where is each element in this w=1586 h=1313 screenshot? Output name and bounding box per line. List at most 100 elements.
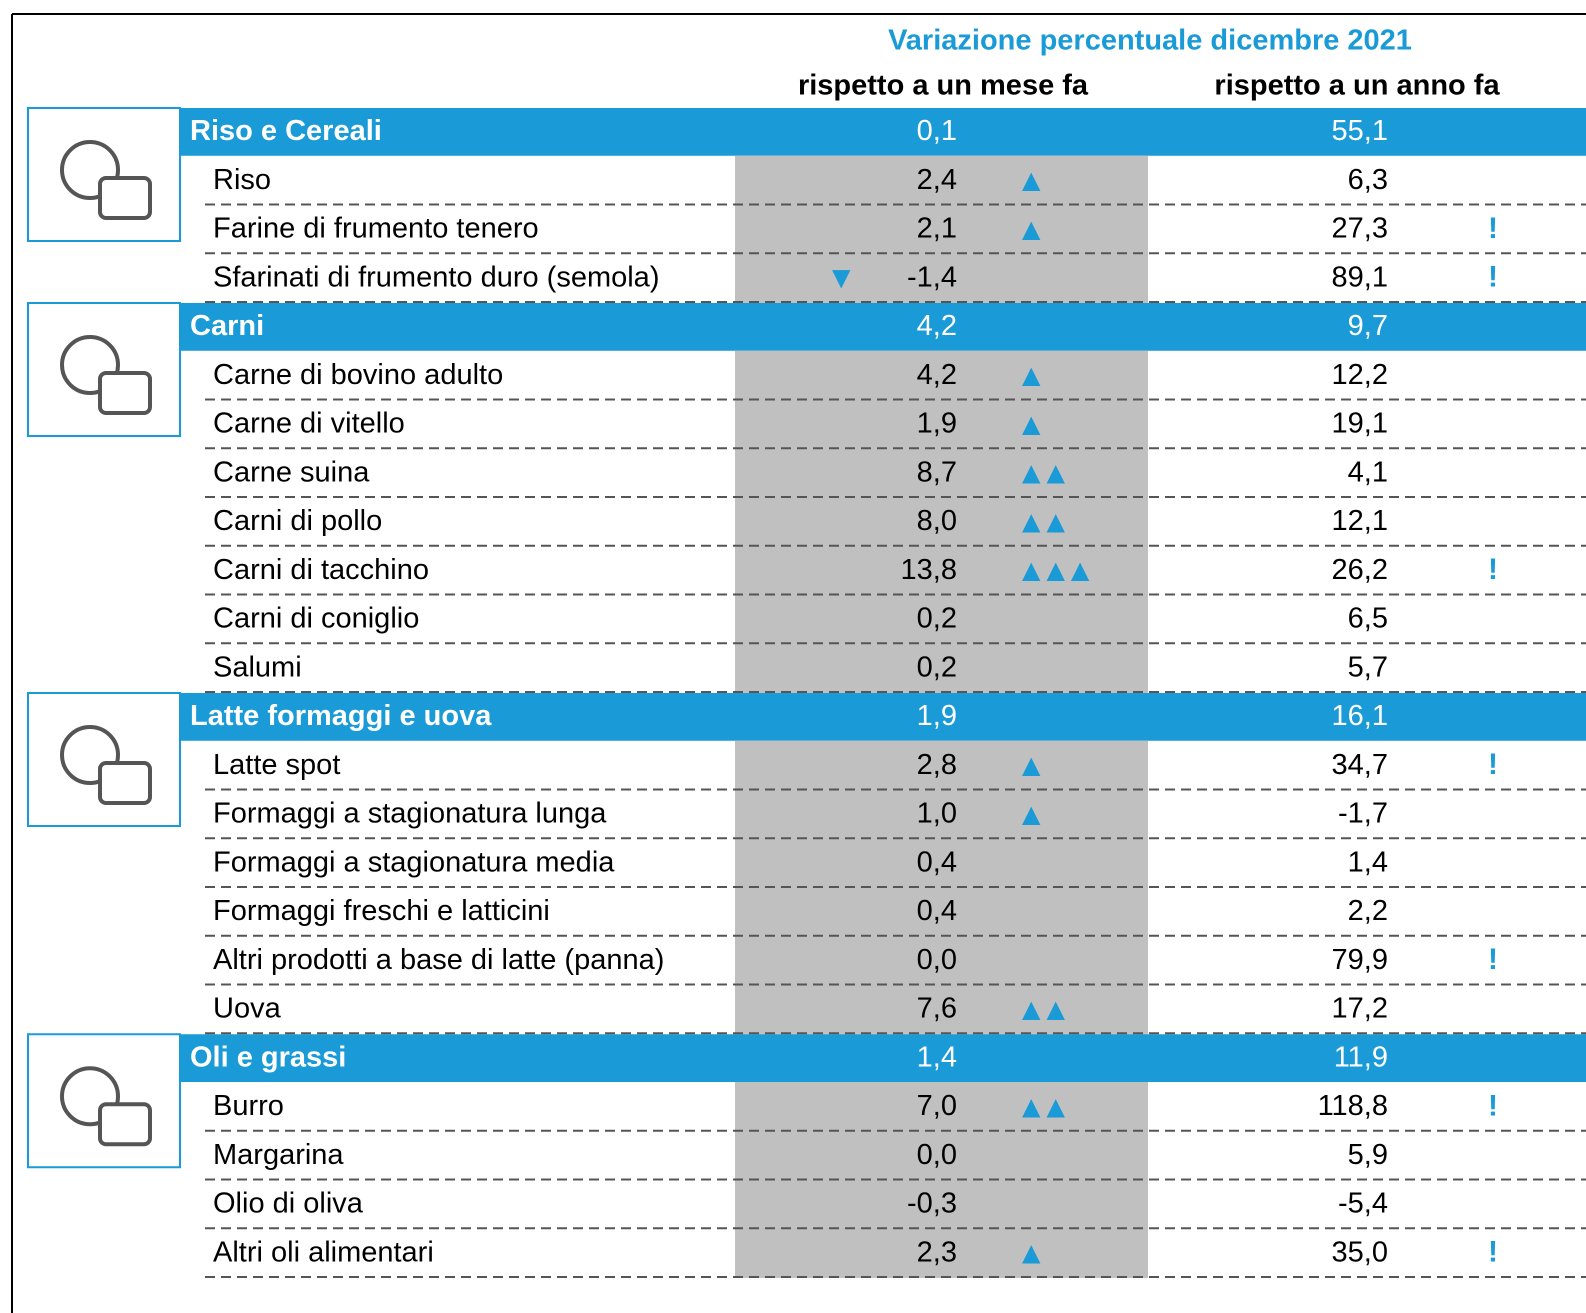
trend-up: ▲ (1022, 215, 1046, 243)
trend-up: ▲ (1022, 410, 1046, 438)
item-month: 0,2 (917, 651, 957, 683)
item-month: 7,6 (917, 993, 957, 1025)
group-year: 55,1 (1332, 115, 1388, 147)
item-name: Carne suina (213, 456, 370, 488)
item-name: Altri oli alimentari (213, 1236, 434, 1268)
group-month: 4,2 (917, 310, 957, 342)
icon-box (28, 108, 180, 241)
alert: ! (1488, 1089, 1498, 1122)
item-year: 6,5 (1348, 603, 1388, 635)
item-name: Formaggi freschi e latticini (213, 895, 550, 927)
icon-box (28, 693, 180, 826)
trend-up: ▲ (1022, 361, 1046, 389)
item-month: 7,0 (917, 1090, 957, 1122)
trend-up: ▲ (1022, 751, 1046, 779)
item-name: Sfarinati di frumento duro (semola) (213, 261, 659, 293)
item-month: 0,4 (917, 895, 957, 927)
alert: ! (1488, 943, 1498, 976)
item-month: -1,4 (907, 261, 957, 293)
item-name: Altri prodotti a base di latte (panna) (213, 944, 664, 976)
icon (100, 178, 150, 218)
item-month: 13,8 (901, 554, 957, 586)
trend-down: ▼ (832, 264, 856, 292)
trend-up: ▲▲ (1022, 459, 1071, 487)
item-name: Riso (213, 164, 271, 196)
alert: ! (1488, 212, 1498, 245)
item-month: 2,8 (917, 749, 957, 781)
item-year: 12,2 (1332, 359, 1388, 391)
item-name: Carni di tacchino (213, 554, 429, 586)
item-month: 0,0 (917, 1139, 957, 1171)
item-year: 4,1 (1348, 456, 1388, 488)
icon (100, 373, 150, 413)
item-name: Farine di frumento tenero (213, 213, 539, 245)
icon-box (28, 303, 180, 436)
group-name: Latte formaggi e uova (190, 700, 492, 732)
item-year: 17,2 (1332, 993, 1388, 1025)
item-month: 2,1 (917, 213, 957, 245)
alert: ! (1488, 1236, 1498, 1269)
item-name: Latte spot (213, 749, 340, 781)
trend-up: ▲ (1022, 1239, 1046, 1267)
item-year: -5,4 (1338, 1188, 1388, 1220)
group-year: 16,1 (1332, 700, 1388, 732)
table-page: Variazione percentuale dicembre 2021 ris… (0, 0, 1586, 1313)
group-name: Riso e Cereali (190, 115, 382, 147)
item-month: 0,2 (917, 603, 957, 635)
item-month: 1,0 (917, 798, 957, 830)
item-name: Olio di oliva (213, 1188, 364, 1220)
item-month: -0,3 (907, 1188, 957, 1220)
item-name: Formaggi a stagionatura lunga (213, 798, 607, 830)
icon (100, 763, 150, 803)
trend-up: ▲▲ (1022, 1092, 1071, 1120)
group-name: Carni (190, 310, 264, 342)
column-header: rispetto a un mese fa (798, 70, 1089, 102)
icon-box (28, 1034, 180, 1167)
trend-up: ▲▲ (1022, 507, 1071, 535)
alert: ! (1488, 748, 1498, 781)
item-name: Carne di bovino adulto (213, 359, 503, 391)
item-month: 8,0 (917, 505, 957, 537)
icon (100, 1104, 150, 1144)
item-name: Carne di vitello (213, 408, 405, 440)
item-month: 4,2 (917, 359, 957, 391)
item-name: Margarina (213, 1139, 344, 1171)
item-name: Burro (213, 1090, 284, 1122)
item-month: 8,7 (917, 456, 957, 488)
item-name: Carni di pollo (213, 505, 382, 537)
item-year: 6,3 (1348, 164, 1388, 196)
group-year: 9,7 (1348, 310, 1388, 342)
group-name: Oli e grassi (190, 1041, 346, 1073)
item-year: 26,2 (1332, 554, 1388, 586)
alert: ! (1488, 261, 1498, 294)
item-year: 1,4 (1348, 846, 1388, 878)
item-name: Salumi (213, 651, 302, 683)
item-month: 2,4 (917, 164, 957, 196)
alert: ! (1488, 553, 1498, 586)
title: Variazione percentuale dicembre 2021 (888, 25, 1412, 57)
item-year: 89,1 (1332, 261, 1388, 293)
item-year: 12,1 (1332, 505, 1388, 537)
item-year: 35,0 (1332, 1236, 1388, 1268)
item-month: 1,9 (917, 408, 957, 440)
item-year: 27,3 (1332, 213, 1388, 245)
item-year: 2,2 (1348, 895, 1388, 927)
item-name: Carni di coniglio (213, 603, 419, 635)
item-month: 2,3 (917, 1236, 957, 1268)
item-year: 5,7 (1348, 651, 1388, 683)
item-year: 19,1 (1332, 408, 1388, 440)
item-name: Formaggi a stagionatura media (213, 846, 615, 878)
item-name: Uova (213, 993, 282, 1025)
trend-up: ▲ (1022, 800, 1046, 828)
trend-up: ▲ (1022, 166, 1046, 194)
item-year: 5,9 (1348, 1139, 1388, 1171)
item-month: 0,0 (917, 944, 957, 976)
column-header: rispetto a un anno fa (1214, 70, 1500, 102)
item-year: 79,9 (1332, 944, 1388, 976)
item-month: 0,4 (917, 846, 957, 878)
group-month: 1,9 (917, 700, 957, 732)
item-year: 118,8 (1318, 1090, 1388, 1122)
group-month: 1,4 (917, 1041, 957, 1073)
group-month: 0,1 (917, 115, 957, 147)
group-year: 11,9 (1334, 1041, 1388, 1073)
